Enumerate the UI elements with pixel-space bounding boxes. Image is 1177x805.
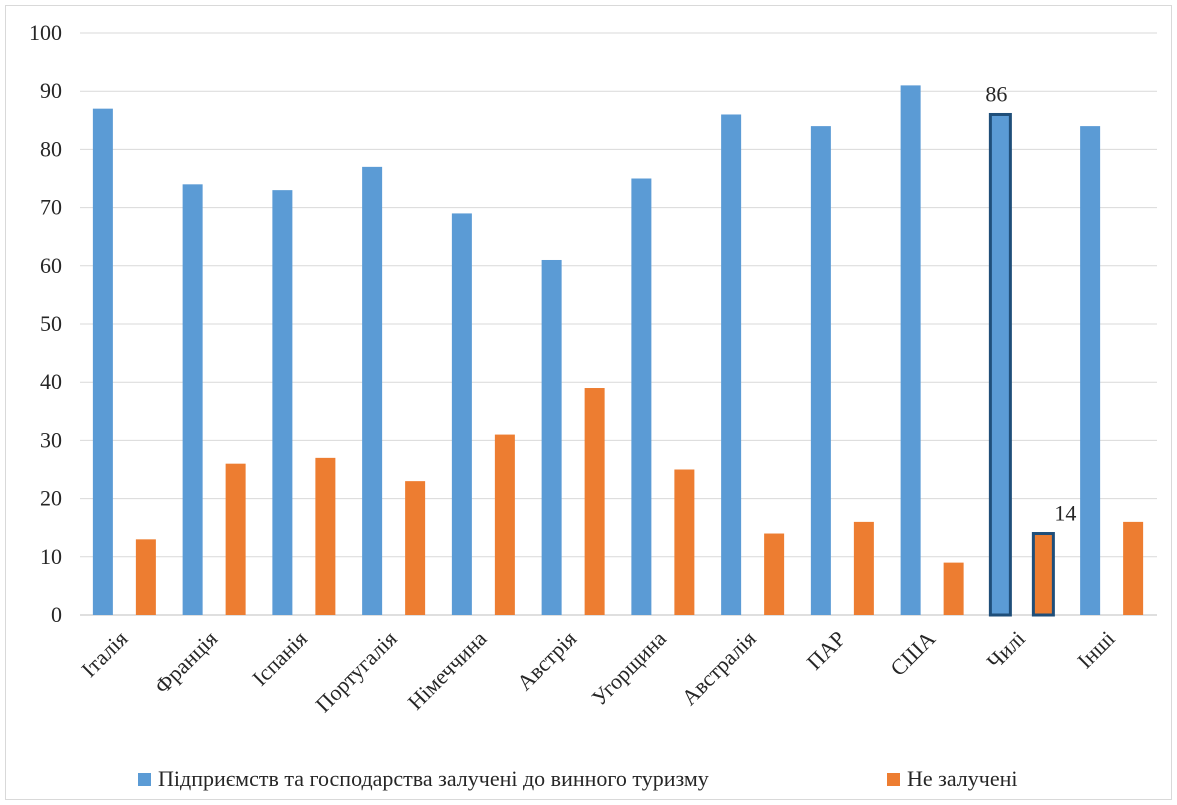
y-tick-label: 40 xyxy=(40,369,62,394)
legend-swatch-not-involved xyxy=(887,772,900,786)
bar-involved xyxy=(541,259,562,615)
x-category-label: Іспанія xyxy=(247,626,312,691)
bar-not-involved xyxy=(853,521,874,615)
y-tick-label: 90 xyxy=(40,78,62,103)
y-tick-label: 20 xyxy=(40,486,62,511)
bar-not-involved xyxy=(764,533,785,615)
y-tick-label: 0 xyxy=(51,602,62,627)
legend-item-involved: Підприємств та господарства залучені до … xyxy=(138,766,709,792)
y-tick-label: 100 xyxy=(29,20,62,45)
bars xyxy=(92,85,1144,617)
bar-not-involved xyxy=(674,469,695,615)
x-category-label: Чилі xyxy=(982,626,1030,674)
legend-label-not-involved: Не залучені xyxy=(907,766,1018,791)
bar-not-involved xyxy=(135,539,156,615)
bar-involved xyxy=(451,213,472,616)
bar-involved xyxy=(92,108,113,615)
x-category-label: Угорщина xyxy=(586,626,671,711)
x-category-label: Італія xyxy=(76,626,132,682)
x-category-label: Португалія xyxy=(310,626,401,717)
x-category-label: ПАР xyxy=(802,626,851,675)
y-tick-label: 80 xyxy=(40,136,62,161)
legend: Підприємств та господарства залучені до … xyxy=(0,766,1177,792)
bar-not-involved xyxy=(225,463,246,615)
bar-involved xyxy=(900,85,921,615)
data-labels: 86 14 xyxy=(985,81,1076,525)
bar-involved xyxy=(182,184,203,615)
x-category-label: Німеччина xyxy=(403,626,492,715)
y-tick-label: 10 xyxy=(40,544,62,569)
bar-not-involved xyxy=(405,481,426,615)
legend-label-involved: Підприємств та господарства залучені до … xyxy=(158,766,709,791)
y-axis-ticks: 0 10 20 30 40 50 60 70 80 90 100 xyxy=(29,20,62,627)
bar-not-involved xyxy=(1031,532,1055,617)
bar-not-involved xyxy=(1123,521,1144,615)
legend-item-not-involved: Не залучені xyxy=(887,766,1018,792)
bar-involved xyxy=(362,166,383,616)
bar-involved xyxy=(810,126,831,616)
y-tick-label: 50 xyxy=(40,311,62,336)
x-category-label: Австралія xyxy=(677,626,761,710)
bar-involved xyxy=(631,178,652,615)
y-tick-label: 30 xyxy=(40,427,62,452)
x-category-label: Австрія xyxy=(512,626,581,695)
y-tick-label: 70 xyxy=(40,195,62,220)
data-label: 86 xyxy=(985,81,1007,106)
legend-swatch-involved xyxy=(138,772,151,786)
x-category-label: США xyxy=(885,626,940,681)
y-tick-label: 60 xyxy=(40,253,62,278)
gridlines xyxy=(80,32,1157,616)
bar-involved xyxy=(272,190,293,615)
bar-involved xyxy=(988,112,1012,617)
bar-not-involved xyxy=(315,457,336,615)
x-category-label: Франція xyxy=(149,626,222,699)
bar-not-involved xyxy=(943,562,964,615)
x-category-label: Інші xyxy=(1072,626,1119,673)
bar-not-involved xyxy=(494,434,515,615)
data-label: 14 xyxy=(1054,501,1076,526)
bar-not-involved xyxy=(584,388,605,615)
bar-involved xyxy=(1080,126,1101,616)
bar-involved xyxy=(721,114,742,615)
